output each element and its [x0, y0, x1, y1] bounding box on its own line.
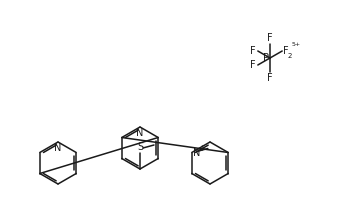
Text: 5+: 5+	[291, 42, 300, 47]
Text: 2: 2	[287, 53, 292, 59]
Text: N: N	[193, 148, 200, 157]
Text: F: F	[250, 60, 256, 70]
Text: F: F	[267, 73, 273, 83]
Text: N: N	[54, 143, 62, 153]
Text: S: S	[137, 142, 143, 152]
Text: F: F	[267, 33, 273, 43]
Text: +: +	[198, 144, 204, 153]
Text: F: F	[250, 46, 256, 56]
Text: P: P	[263, 53, 269, 63]
Text: N: N	[136, 128, 144, 138]
Text: F: F	[283, 46, 289, 56]
